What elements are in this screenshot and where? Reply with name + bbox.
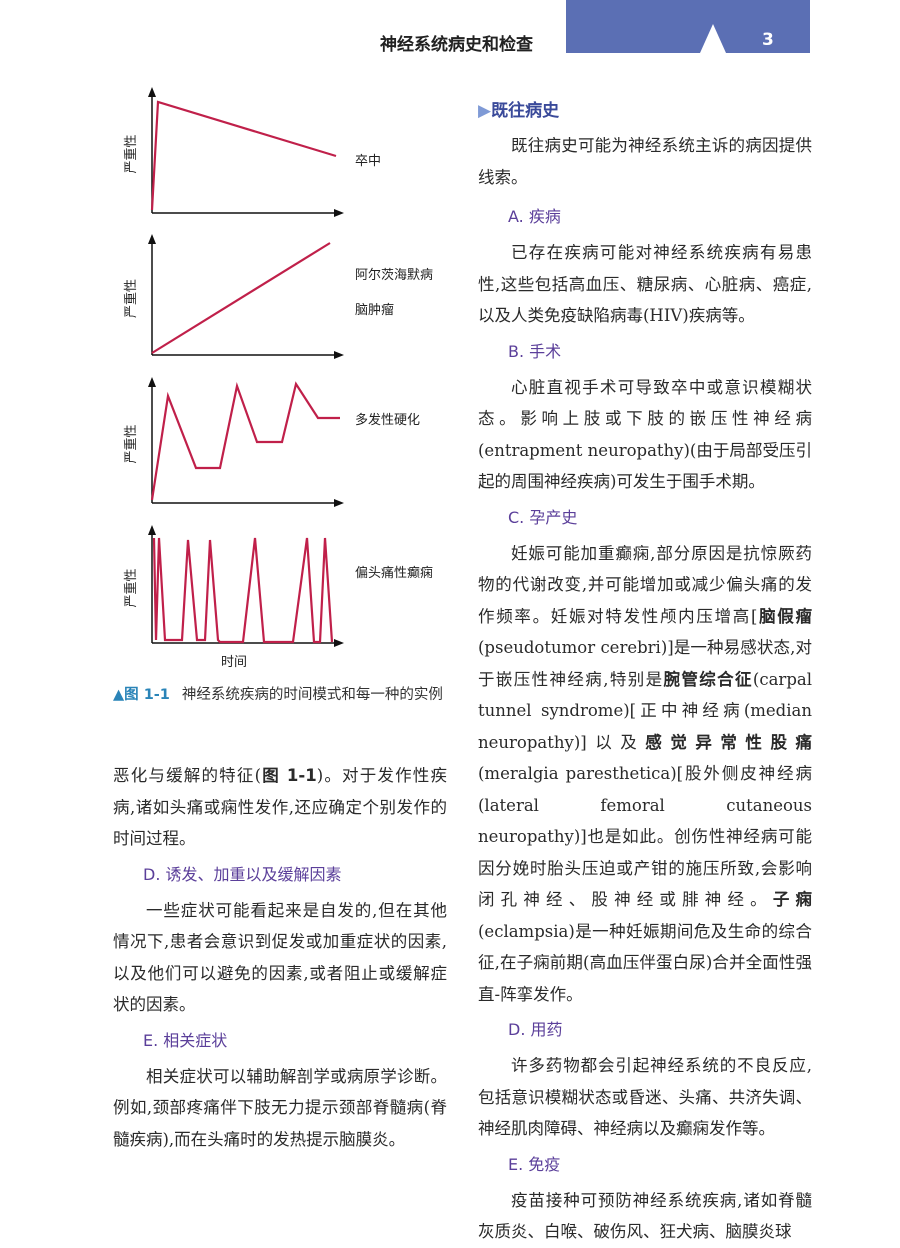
paragraph: 疫苗接种可预防神经系统疾病,诸如脊髓灰质炎、白喉、破伤风、狂犬病、脑膜炎球: [478, 1185, 812, 1248]
figure-caption-text: 神经系统疾病的时间模式和每一种的实例: [181, 687, 443, 703]
paragraph: 妊娠可能加重癫痫,部分原因是抗惊厥药物的代谢改变,并可能增加或减少偏头痛的发作频…: [478, 538, 812, 1011]
section-heading: ▶既往病史: [478, 96, 812, 126]
right-column: ▶既往病史既往病史可能为神经系统主诉的病因提供线索。 A. 疾病已存在疾病可能对神…: [478, 96, 812, 1248]
text-run: (pseudotumor cerebri)]是一种易感状态,对于嵌压性神经病,特…: [478, 638, 812, 689]
disease-label: 偏头痛性癫痫: [355, 565, 433, 581]
severity-curve: [152, 537, 334, 644]
paragraph: 已存在疾病可能对神经系统疾病有易患性,这些包括高血压、糖尿病、心脏病、癌症,以及…: [478, 237, 812, 332]
text-run: (meralgia paresthetica)[股外侧皮神经病(lateral …: [478, 764, 812, 909]
severity-curve: [150, 100, 337, 211]
x-axis-arrow-icon: [334, 639, 344, 647]
text-run: 疫苗接种可预防神经系统疾病,诸如脊髓灰质炎、白喉、破伤风、狂犬病、脑膜炎球: [478, 1190, 812, 1242]
subsection-heading: E. 免疫: [508, 1154, 561, 1174]
figure-number: ▲图 1-1: [113, 687, 170, 703]
triangle-bullet-icon: ▶: [478, 101, 492, 121]
bold-term: 图 1-1: [261, 766, 317, 785]
disease-label: 多发性硬化: [355, 412, 420, 428]
paragraph: 恶化与缓解的特征(图 1-1)。对于发作性疾病,诸如头痛或痫性发作,还应确定个别…: [113, 760, 447, 855]
page-number: 3: [762, 30, 774, 50]
y-axis-arrow-icon: [148, 525, 156, 535]
paragraph: 既往病史可能为神经系统主诉的病因提供线索。: [478, 130, 812, 193]
y-axis-arrow-icon: [148, 234, 156, 244]
disease-label: 脑肿瘤: [355, 302, 394, 318]
bold-term: 腕管综合征: [663, 669, 753, 689]
header-triangle-decoration: [700, 24, 726, 53]
x-axis-arrow-icon: [334, 499, 344, 507]
text-run: (carpal tunnel syndrome)[正中神经病(median ne…: [478, 669, 813, 752]
y-axis-label: 严重性: [123, 134, 139, 173]
text-run: 相关症状可以辅助解剖学或病原学诊断。例如,颈部疼痛伴下肢无力提示颈部脊髓病(脊髓…: [113, 1066, 447, 1149]
left-column: 恶化与缓解的特征(图 1-1)。对于发作性疾病,诸如头痛或痫性发作,还应确定个别…: [113, 760, 447, 1155]
running-header-title: 神经系统病史和检查: [380, 35, 533, 55]
disease-label: 阿尔茨海默病: [355, 267, 433, 283]
paragraph: 心脏直视手术可导致卒中或意识模糊状态。影响上肢或下肢的嵌压性神经病(entrap…: [478, 372, 812, 498]
severity-curve: [150, 381, 340, 501]
x-axis-arrow-icon: [334, 209, 344, 217]
text-run: 心脏直视手术可导致卒中或意识模糊状态。影响上肢或下肢的嵌压性神经病(entrap…: [478, 377, 812, 492]
paragraph: 相关症状可以辅助解剖学或病原学诊断。例如,颈部疼痛伴下肢无力提示颈部脊髓病(脊髓…: [113, 1061, 447, 1156]
text-run: 已存在疾病可能对神经系统疾病有易患性,这些包括高血压、糖尿病、心脏病、癌症,以及…: [478, 243, 812, 325]
y-axis-arrow-icon: [148, 377, 156, 387]
paragraph: 一些症状可能看起来是自发的,但在其他情况下,患者会意识到促发或加重症状的因素,以…: [113, 895, 447, 1021]
y-axis-arrow-icon: [148, 87, 156, 97]
severity-curve: [151, 242, 331, 354]
subsection-heading: B. 手术: [508, 341, 562, 361]
text-run: 妊娠可能加重癫痫,部分原因是抗惊厥药物的代谢改变,并可能增加或减少偏头痛的发作频…: [478, 543, 812, 626]
subsection-heading: E. 相关症状: [143, 1030, 228, 1050]
y-axis-label: 严重性: [123, 568, 139, 607]
paragraph: 许多药物都会引起神经系统的不良反应,包括意识模糊状态或昏迷、头痛、共济失调、神经…: [478, 1050, 812, 1145]
subsection-heading: C. 孕产史: [508, 507, 578, 527]
y-axis-label: 严重性: [123, 424, 139, 463]
figure-caption: ▲图 1-1 神经系统疾病的时间模式和每一种的实例: [113, 683, 448, 707]
x-axis-arrow-icon: [334, 351, 344, 359]
text-run: )。对于发作性疾病,诸如头痛或痫性发作,还应确定个别发作的时间过程。: [113, 766, 448, 848]
y-axis-label: 严重性: [123, 279, 139, 318]
x-axis-label: 时间: [221, 655, 247, 670]
text-run: 一些症状可能看起来是自发的,但在其他情况下,患者会意识到促发或加重症状的因素,以…: [113, 900, 447, 1015]
bold-term: 脑假瘤: [757, 606, 813, 626]
subsection-heading: A. 疾病: [508, 207, 561, 226]
text-run: 许多药物都会引起神经系统的不良反应,包括意识模糊状态或昏迷、头痛、共济失调、神经…: [478, 1056, 812, 1138]
header-band: [566, 0, 810, 53]
subsection-heading: D. 用药: [508, 1020, 563, 1039]
text-run: (eclampsia)是一种妊娠期间危及生命的综合征,在子痫前期(高血压伴蛋白尿…: [478, 921, 812, 1004]
subsection-heading: D. 诱发、加重以及缓解因素: [143, 864, 342, 884]
section-heading-text: 既往病史: [491, 101, 560, 121]
text-run: 恶化与缓解的特征(: [113, 766, 262, 785]
bold-term: 子痫: [772, 890, 813, 909]
disease-label: 卒中: [355, 154, 381, 169]
text-run: 既往病史可能为神经系统主诉的病因提供线索。: [478, 136, 812, 187]
bold-term: 感觉异常性股痛: [645, 732, 812, 752]
